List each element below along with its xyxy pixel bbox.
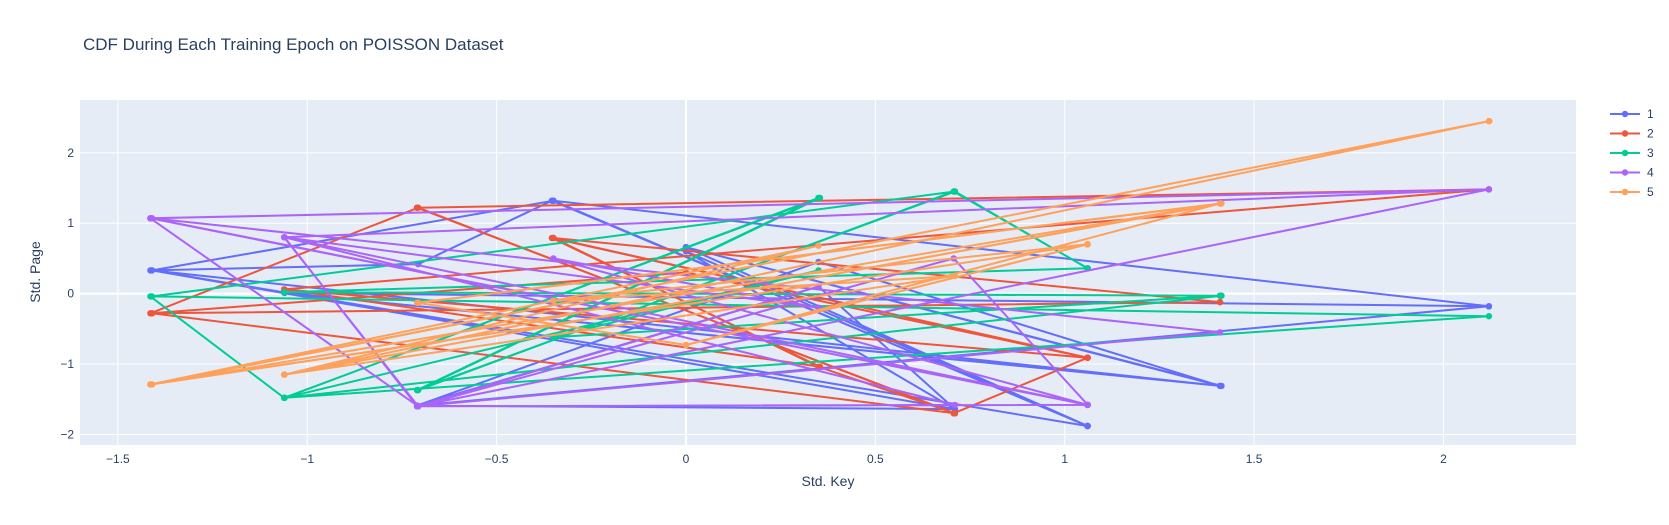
data-point xyxy=(1216,200,1224,207)
data-point xyxy=(550,297,557,304)
legend-swatch-marker xyxy=(1621,110,1629,118)
legend-swatch-marker xyxy=(1621,188,1629,196)
x-axis-title: Std. Key xyxy=(802,473,855,489)
data-point xyxy=(1485,186,1493,193)
legend-item-4[interactable]: 4 xyxy=(1610,166,1654,180)
data-point xyxy=(1216,382,1224,390)
series-line xyxy=(149,120,1491,386)
chart-title: CDF During Each Training Epoch on POISSO… xyxy=(83,35,504,54)
data-point xyxy=(1216,292,1224,299)
series-4 xyxy=(147,186,1493,410)
data-point xyxy=(148,293,156,300)
x-tick-label: 2 xyxy=(1440,452,1447,466)
x-tick-label: 0.5 xyxy=(867,452,884,466)
legend-swatch-marker xyxy=(1621,169,1629,176)
data-point xyxy=(413,403,421,410)
data-point xyxy=(1084,401,1091,409)
data-point xyxy=(550,197,557,204)
data-point xyxy=(281,371,288,378)
data-point xyxy=(1485,117,1493,125)
data-point xyxy=(1485,303,1493,310)
x-tick-label: 1 xyxy=(1061,452,1068,466)
y-tick-label: −2 xyxy=(60,427,74,441)
data-point xyxy=(1485,313,1493,320)
legend-label: 3 xyxy=(1647,146,1654,160)
data-point xyxy=(413,386,421,394)
data-point xyxy=(148,267,156,274)
x-tick-labels: −1.5 −1 −0.5 0 0.5 1 1.5 2 xyxy=(106,452,1447,466)
data-point xyxy=(281,234,288,241)
data-point xyxy=(550,255,557,262)
legend-swatch-marker xyxy=(1621,149,1629,157)
data-point xyxy=(550,234,557,242)
data-point xyxy=(951,188,959,195)
y-tick-label: 0 xyxy=(67,287,74,301)
series-line xyxy=(150,188,1490,415)
data-point xyxy=(951,410,959,417)
x-tick-label: 1.5 xyxy=(1246,452,1263,466)
series-line xyxy=(149,188,1490,408)
data-point xyxy=(281,289,288,296)
legend-label: 5 xyxy=(1647,185,1654,199)
data-point xyxy=(1084,354,1091,361)
y-tick-label: 1 xyxy=(67,216,74,230)
series-line xyxy=(149,190,1490,399)
legend-label: 4 xyxy=(1647,166,1654,180)
data-point xyxy=(1216,298,1224,306)
data-point xyxy=(413,204,421,211)
series-layer xyxy=(147,117,1493,430)
series-5 xyxy=(147,117,1493,388)
data-point xyxy=(148,310,156,317)
data-point xyxy=(1084,422,1091,430)
legend-item-5[interactable]: 5 xyxy=(1610,185,1654,199)
data-point xyxy=(1216,329,1224,336)
data-point xyxy=(281,394,288,401)
legend-label: 1 xyxy=(1647,107,1654,121)
data-point xyxy=(148,215,156,222)
data-point xyxy=(951,401,959,409)
y-axis-title: Std. Page xyxy=(27,241,43,303)
legend-item-2[interactable]: 2 xyxy=(1610,127,1654,141)
legend-swatch-marker xyxy=(1621,130,1629,137)
x-tick-label: −1.5 xyxy=(106,452,130,466)
legend-item-1[interactable]: 1 xyxy=(1610,107,1654,121)
data-point xyxy=(682,341,690,349)
y-tick-label: −1 xyxy=(60,357,74,371)
data-point xyxy=(815,242,822,249)
legend-item-3[interactable]: 3 xyxy=(1610,146,1654,160)
data-point xyxy=(951,272,959,280)
legend[interactable]: 1 2 3 4 5 xyxy=(1610,107,1654,199)
y-tick-label: 2 xyxy=(67,146,74,160)
data-point xyxy=(148,381,156,388)
data-point xyxy=(413,299,421,306)
legend-label: 2 xyxy=(1647,127,1654,141)
x-tick-label: −0.5 xyxy=(485,452,509,466)
x-tick-label: −1 xyxy=(300,452,314,466)
data-point xyxy=(815,194,822,202)
y-tick-labels: −2 −1 0 1 2 xyxy=(60,146,74,442)
data-point xyxy=(1084,241,1091,248)
x-tick-label: 0 xyxy=(683,452,690,466)
